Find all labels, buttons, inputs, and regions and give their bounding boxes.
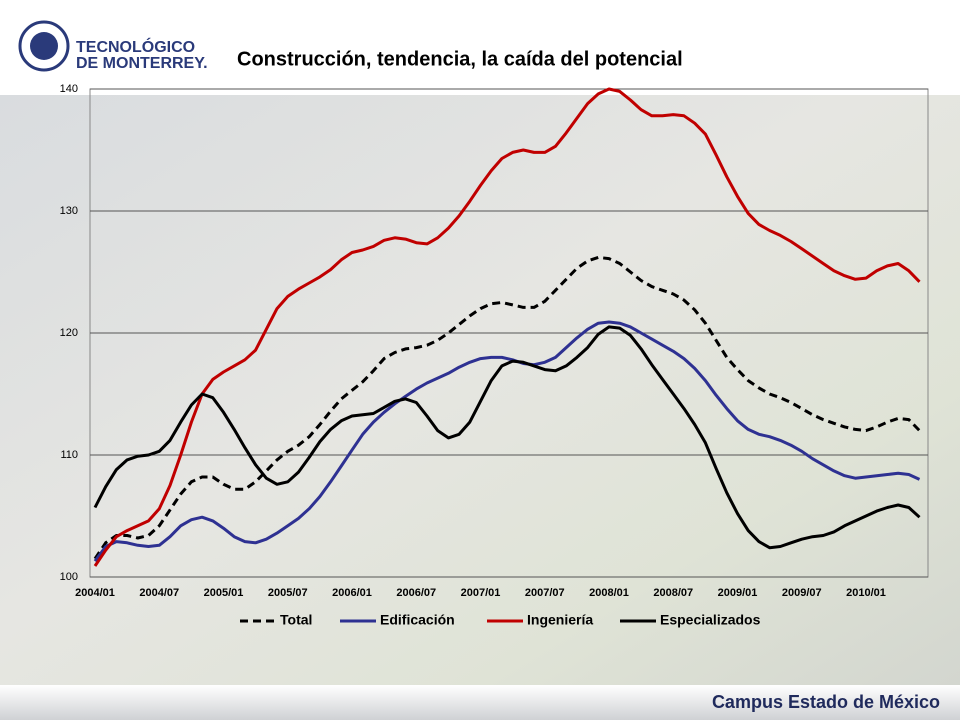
chart-title: Construcción, tendencia, la caída del po… bbox=[237, 48, 683, 70]
x-tick-label: 2004/01 bbox=[75, 587, 115, 599]
y-tick-label: 100 bbox=[60, 571, 78, 583]
x-tick-label: 2006/01 bbox=[332, 587, 372, 599]
y-tick-label: 130 bbox=[60, 205, 78, 217]
photo-background bbox=[0, 95, 960, 685]
y-tick-label: 120 bbox=[60, 327, 78, 339]
footer-band bbox=[0, 685, 960, 720]
legend-label: Edificación bbox=[380, 612, 455, 628]
x-tick-label: 2007/07 bbox=[525, 587, 565, 599]
logo-text: TECNOLÓGICO bbox=[76, 37, 195, 56]
series-line bbox=[93, 255, 921, 560]
legend-label: Especializados bbox=[660, 612, 761, 628]
x-tick-label: 2005/07 bbox=[268, 587, 308, 599]
series-line bbox=[93, 325, 921, 550]
legend-label: Ingeniería bbox=[527, 612, 593, 628]
logo-text: DE MONTERREY. bbox=[76, 55, 208, 72]
x-tick-label: 2008/07 bbox=[653, 587, 693, 599]
x-tick-label: 2007/01 bbox=[461, 587, 501, 599]
x-tick-label: 2006/07 bbox=[396, 587, 436, 599]
series-line bbox=[93, 87, 921, 567]
y-tick-label: 110 bbox=[60, 449, 78, 461]
logo-emblem-core bbox=[30, 32, 58, 60]
x-tick-label: 2009/07 bbox=[782, 587, 822, 599]
series-line bbox=[93, 320, 921, 562]
logo-emblem bbox=[18, 20, 70, 72]
logo: TECNOLÓGICO DE MONTERREY. bbox=[18, 20, 208, 72]
y-tick-label: 140 bbox=[60, 83, 78, 95]
x-tick-label: 2009/01 bbox=[718, 587, 758, 599]
x-tick-label: 2008/01 bbox=[589, 587, 629, 599]
x-tick-label: 2004/07 bbox=[139, 587, 179, 599]
legend-label: Total bbox=[280, 612, 312, 628]
x-tick-label: 2010/01 bbox=[846, 587, 886, 599]
footer-text: Campus Estado de México bbox=[712, 692, 940, 712]
x-tick-label: 2005/01 bbox=[204, 587, 244, 599]
